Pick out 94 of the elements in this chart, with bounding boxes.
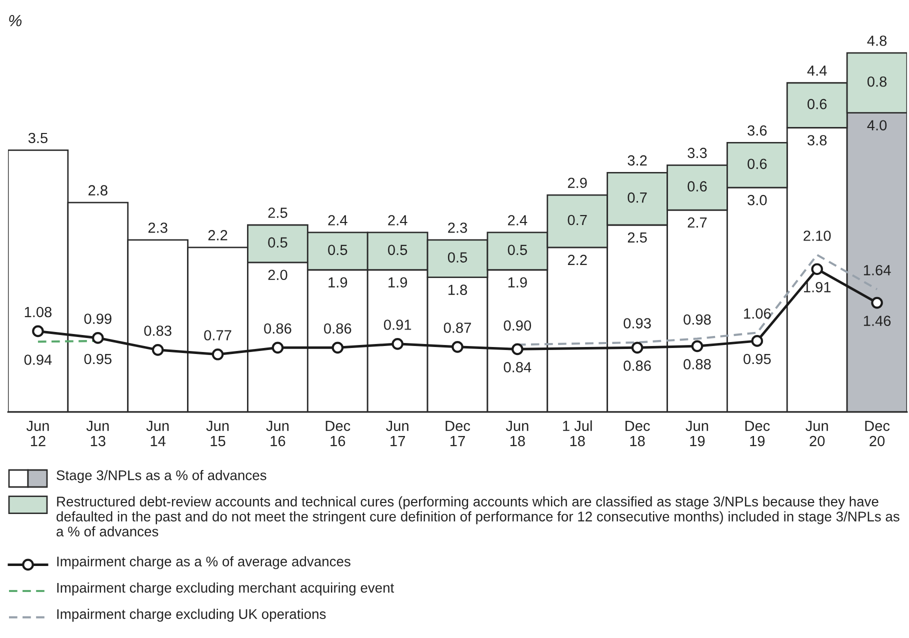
data-label: 3.8	[808, 135, 827, 146]
total-label: 2.9	[568, 178, 587, 188]
x-tick-label: Jun 16	[266, 420, 289, 446]
point	[212, 348, 224, 360]
data-label: 0.5	[448, 252, 468, 263]
data-label: 0.7	[568, 214, 587, 226]
data-label: 0.6	[748, 158, 767, 170]
x-tick-label: Dec 17	[446, 420, 470, 446]
point	[152, 344, 164, 356]
legend-label: Impairment charge as a % of average advances	[57, 556, 350, 570]
data-label: 1.9	[328, 277, 348, 288]
data-label: 0.6	[688, 181, 707, 192]
data-label: 0.77	[204, 330, 232, 340]
point	[392, 338, 404, 350]
total-label: 3.2	[628, 155, 647, 166]
data-label: 0.94	[24, 354, 52, 365]
data-label: 0.5	[268, 237, 288, 248]
data-label: 0.84	[504, 362, 532, 372]
x-tick-label: Jun 15	[206, 420, 229, 446]
data-label: 4.0	[867, 120, 887, 130]
total-label: 4.8	[867, 36, 887, 46]
data-label: 0.86	[624, 360, 651, 371]
total-label: 2.4	[508, 215, 528, 226]
x-tick-label: Jun 14	[146, 420, 169, 446]
legend-label: Impairment charge excluding UK operations	[57, 608, 326, 622]
data-label: 0.99	[84, 314, 112, 324]
total-label: 2.4	[388, 215, 408, 226]
x-tick-label: Jun 20	[806, 420, 828, 446]
data-label: 1.9	[388, 277, 408, 288]
data-label: 0.95	[84, 354, 112, 364]
point	[452, 341, 464, 353]
point	[811, 263, 824, 276]
legend-label: Impairment charge excluding merchant acquiring event	[57, 582, 394, 596]
data-label: 0.90	[504, 320, 532, 331]
data-label: 0.98	[684, 314, 711, 325]
data-label: 0.86	[264, 323, 292, 334]
legend-label: Stage 3/NPLs as a % of advances	[56, 470, 266, 483]
point	[631, 342, 644, 354]
total-label: 3.5	[28, 132, 48, 144]
total-label: 2.4	[328, 215, 348, 226]
x-tick-label: Jun 13	[86, 420, 109, 446]
y-axis-title: %	[9, 15, 22, 26]
data-label: 1.64	[864, 265, 891, 276]
data-label: 0.87	[444, 322, 471, 333]
data-label: 2.7	[688, 217, 707, 228]
x-tick-label: Dec 16	[326, 420, 350, 446]
total-label: 2.8	[88, 185, 108, 196]
total-label: 4.4	[807, 66, 827, 76]
data-label: 0.88	[684, 359, 711, 370]
point	[32, 325, 44, 338]
x-tick-label: Dec 19	[745, 420, 770, 446]
data-label: 1.46	[864, 316, 891, 326]
legend-label: Restructured debt-review accounts and technical cures (performing accounts which are classified as stage 3/NPLs because they have defaulted in the past and do not meet the stringent cure definition of performance for 12 consecutive months) included in stage 3/NPLs as a % of advances	[56, 496, 900, 536]
data-label: 0.95	[744, 354, 771, 364]
data-label: 2.5	[628, 232, 647, 243]
data-label: 0.86	[324, 323, 352, 334]
total-label: 2.5	[268, 208, 288, 218]
total-label: 3.3	[688, 148, 707, 158]
total-label: 2.3	[448, 222, 467, 233]
data-label: 0.5	[388, 244, 408, 256]
data-label: 1.9	[508, 277, 527, 288]
data-label: 1.06	[744, 308, 771, 319]
point	[751, 335, 764, 347]
data-label: 3.0	[748, 194, 767, 206]
point	[871, 296, 883, 309]
data-label: 0.7	[628, 192, 647, 203]
x-tick-label: 1 Jul 18	[563, 420, 592, 446]
data-label: 0.93	[624, 318, 651, 328]
total-label: 2.3	[148, 222, 168, 233]
data-label: 0.6	[808, 98, 827, 110]
x-tick-label: Dec 18	[626, 420, 650, 446]
total-label: 2.2	[208, 230, 228, 240]
total-label: 3.6	[748, 125, 767, 136]
data-label: 1.8	[448, 284, 468, 296]
data-label: 2.2	[568, 254, 587, 265]
point	[691, 340, 704, 352]
data-label: 0.5	[508, 244, 527, 256]
x-tick-label: Jun 19	[686, 420, 708, 446]
x-tick-label: Dec 20	[865, 420, 890, 446]
x-tick-label: Jun 12	[26, 420, 49, 446]
data-label: 0.5	[328, 244, 348, 256]
x-tick-label: Jun 18	[506, 420, 528, 446]
data-label: 1.08	[24, 306, 52, 318]
point	[332, 342, 344, 354]
data-label: 0.83	[144, 326, 172, 336]
point	[92, 332, 104, 344]
point	[512, 343, 524, 356]
data-label: 0.8	[867, 76, 887, 87]
point	[272, 342, 284, 354]
data-label: 2.0	[268, 270, 288, 280]
x-tick-label: Jun 17	[386, 420, 408, 446]
data-label: 0.91	[384, 320, 412, 330]
data-label: 2.10	[804, 230, 831, 241]
data-label: 1.91	[804, 282, 831, 292]
